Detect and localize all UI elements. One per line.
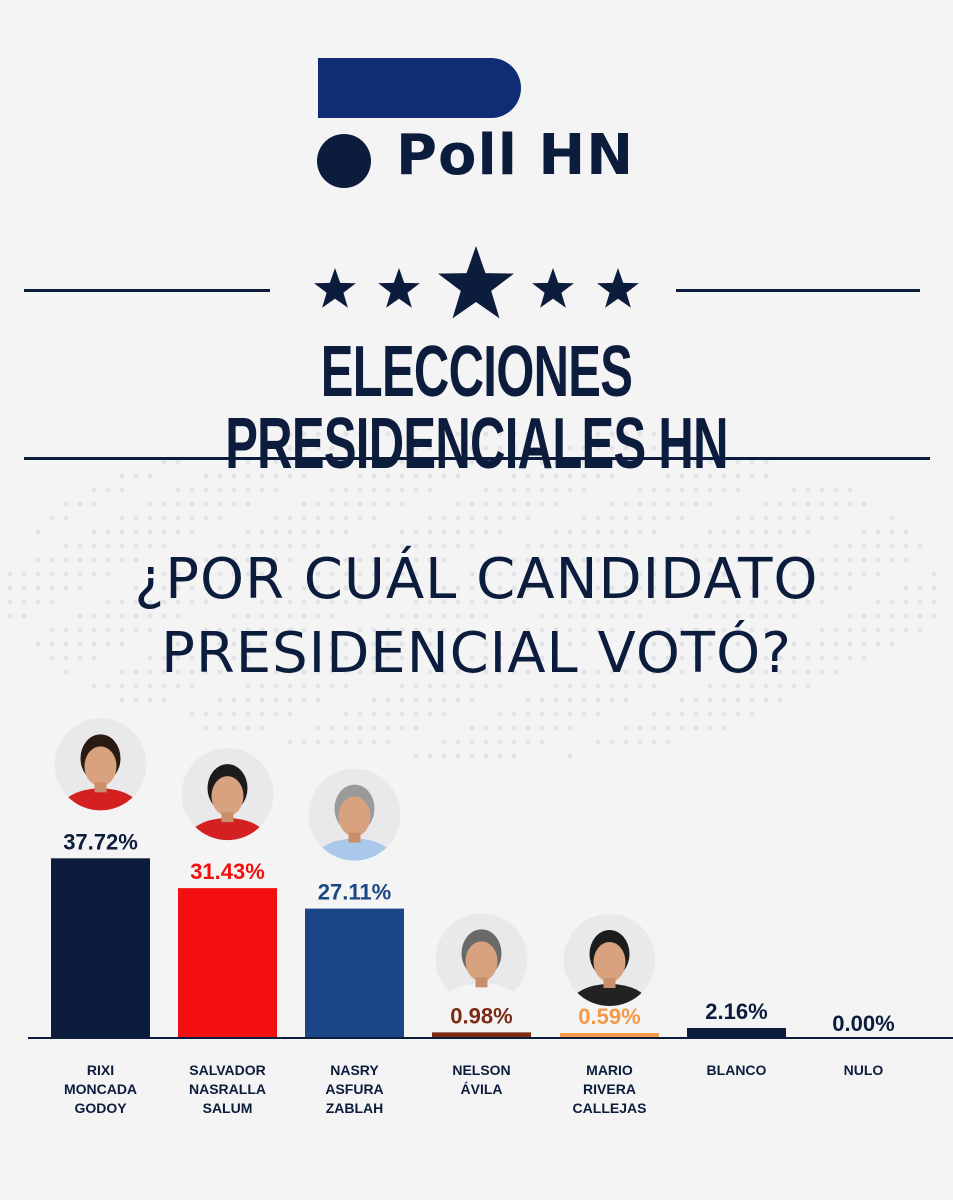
category-label-4-line-2: ÁVILA: [461, 1081, 503, 1097]
header-rule-left: [24, 289, 270, 292]
value-label-2: 31.43%: [190, 859, 265, 884]
question-line-2: PRESIDENCIAL VOTÓ?: [161, 621, 792, 686]
value-label-1: 37.72%: [63, 829, 138, 854]
category-label-3-line-3: ZABLAH: [326, 1100, 384, 1116]
bar-4: [432, 1032, 531, 1037]
candidate-photo-5: [563, 914, 656, 1006]
category-label-5-line-3: CALLEJAS: [573, 1100, 647, 1116]
value-label-7: 0.00%: [832, 1011, 894, 1036]
star-icon: [314, 268, 356, 308]
title-underline: [24, 457, 930, 460]
category-label-2-line-2: NASRALLA: [189, 1081, 266, 1097]
category-label-7-line-1: NULO: [844, 1062, 884, 1078]
category-label-5-line-1: MARIO: [586, 1062, 633, 1078]
stars-decoration: [314, 246, 639, 319]
page-title: ELECCIONES PRESIDENCIALES HN: [225, 332, 728, 484]
question-line-1: ¿POR CUÁL CANDIDATO: [134, 547, 819, 612]
candidate-photo-1: [54, 718, 147, 811]
value-label-5: 0.59%: [578, 1004, 640, 1029]
bar-5: [560, 1033, 659, 1037]
value-label-3: 27.11%: [318, 880, 391, 905]
bar-3: [305, 908, 404, 1037]
brand-name: Poll HN: [396, 123, 635, 188]
star-large-icon: [438, 246, 514, 319]
star-icon: [597, 268, 639, 308]
star-icon: [532, 268, 574, 308]
value-label-4: 0.98%: [450, 1003, 512, 1028]
category-label-1-line-3: GODOY: [74, 1100, 127, 1116]
vote-bar-chart: 37.72% RIXI MONCADA GODOY 31.43% SALVADOR NASR…: [28, 718, 953, 1116]
category-label-1-line-1: RIXI: [87, 1062, 114, 1078]
category-label-1-line-2: MONCADA: [64, 1081, 137, 1097]
candidate-photo-2: [181, 748, 274, 841]
category-label-6-line-1: BLANCO: [707, 1062, 767, 1078]
category-label-2-line-1: SALVADOR: [189, 1062, 265, 1078]
poll-hn-logo: [317, 58, 521, 188]
header-rule-right: [676, 289, 920, 292]
category-label-5-line-2: RIVERA: [583, 1081, 636, 1097]
value-label-6: 2.16%: [705, 999, 767, 1024]
category-label-4-line-1: NELSON: [452, 1062, 510, 1078]
candidate-photo-4: [435, 913, 528, 1006]
category-label-3-line-2: ASFURA: [325, 1081, 383, 1097]
star-icon: [378, 268, 420, 308]
bar-1: [51, 858, 150, 1037]
category-label-3-line-1: NASRY: [330, 1062, 379, 1078]
category-label-2-line-3: SALUM: [203, 1100, 253, 1116]
candidate-photo-3: [308, 768, 401, 861]
bar-6: [687, 1028, 786, 1037]
bar-2: [178, 888, 277, 1037]
